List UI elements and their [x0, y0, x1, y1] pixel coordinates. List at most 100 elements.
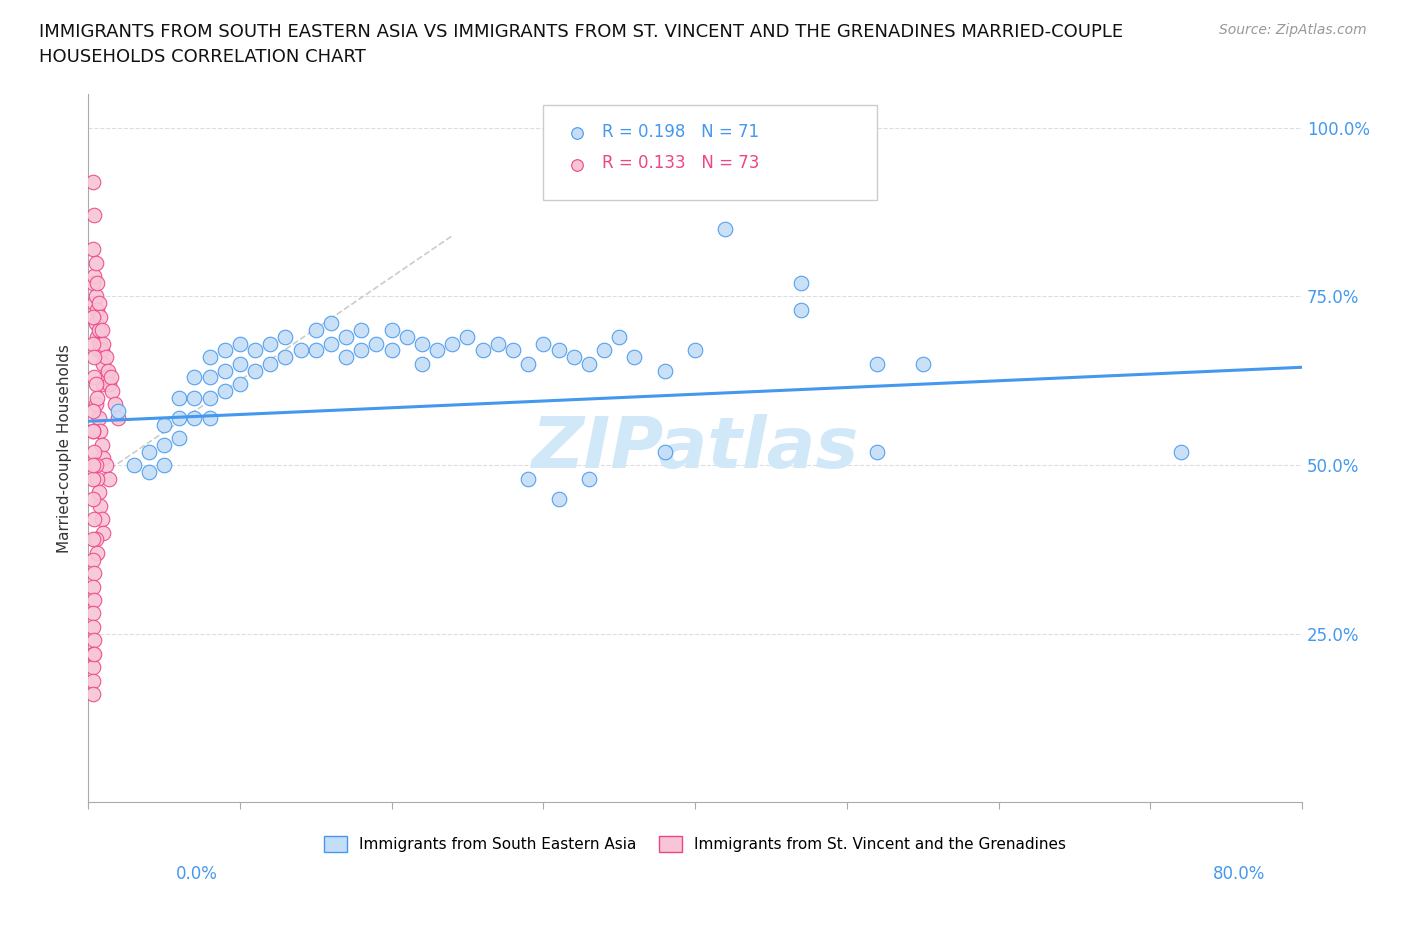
Point: [82, 606, 104, 621]
Point: [214, 383, 236, 398]
Point: [84, 458, 107, 472]
Point: [82, 174, 104, 189]
Point: [82, 532, 104, 547]
Point: [97, 364, 120, 379]
Point: [689, 157, 711, 172]
Point: [305, 343, 328, 358]
Point: [84, 289, 107, 304]
Point: [502, 343, 524, 358]
Point: [86, 545, 108, 560]
Point: [82, 687, 104, 702]
Point: [183, 410, 205, 425]
Text: R = 0.198   N = 71: R = 0.198 N = 71: [602, 123, 759, 140]
Point: [214, 343, 236, 358]
Point: [274, 329, 297, 344]
Point: [790, 302, 813, 317]
Point: [83, 592, 105, 607]
Point: [381, 343, 404, 358]
Legend: Immigrants from South Eastern Asia, Immigrants from St. Vincent and the Grenadin: Immigrants from South Eastern Asia, Immi…: [318, 830, 1073, 858]
Point: [82, 424, 104, 439]
Point: [395, 329, 418, 344]
Point: [426, 343, 449, 358]
Point: [82, 552, 104, 567]
Point: [198, 350, 221, 365]
Point: [471, 343, 494, 358]
Y-axis label: Married-couple Households: Married-couple Households: [58, 344, 72, 552]
Point: [654, 364, 676, 379]
Point: [82, 472, 104, 486]
Point: [578, 356, 600, 371]
Point: [82, 491, 104, 506]
Point: [381, 323, 404, 338]
Point: [153, 418, 176, 432]
Point: [198, 391, 221, 405]
Point: [82, 424, 104, 439]
Point: [82, 275, 104, 290]
Point: [790, 275, 813, 290]
Point: [91, 451, 114, 466]
Point: [1170, 445, 1192, 459]
Point: [90, 323, 112, 338]
Point: [107, 404, 129, 418]
Point: [83, 370, 105, 385]
Point: [87, 410, 110, 425]
Point: [607, 329, 630, 344]
Point: [82, 242, 104, 257]
Point: [259, 356, 281, 371]
Point: [866, 356, 889, 371]
Point: [911, 356, 934, 371]
Point: [153, 437, 176, 452]
Point: [198, 370, 221, 385]
Point: [441, 337, 464, 352]
Point: [411, 356, 433, 371]
Point: [89, 337, 111, 352]
Point: [138, 464, 160, 479]
Point: [83, 646, 105, 661]
Point: [531, 337, 554, 352]
Point: [243, 343, 266, 358]
Point: [83, 296, 105, 311]
Point: [714, 221, 737, 236]
Point: [243, 364, 266, 379]
Point: [654, 445, 676, 459]
Point: [153, 458, 176, 472]
Point: [84, 397, 107, 412]
Point: [578, 472, 600, 486]
Text: ZIPatlas: ZIPatlas: [531, 414, 859, 483]
Point: [87, 343, 110, 358]
Point: [96, 370, 118, 385]
Point: [87, 485, 110, 499]
Point: [167, 391, 190, 405]
Point: [83, 269, 105, 284]
Point: [290, 343, 312, 358]
Point: [86, 275, 108, 290]
Point: [83, 512, 105, 526]
Point: [84, 316, 107, 331]
Point: [229, 356, 252, 371]
Point: [96, 458, 118, 472]
Point: [82, 646, 104, 661]
Point: [82, 579, 104, 594]
Point: [91, 356, 114, 371]
Point: [122, 458, 145, 472]
Point: [83, 445, 105, 459]
Point: [866, 445, 889, 459]
Point: [84, 532, 107, 547]
Text: IMMIGRANTS FROM SOUTH EASTERN ASIA VS IMMIGRANTS FROM ST. VINCENT AND THE GRENAD: IMMIGRANTS FROM SOUTH EASTERN ASIA VS IM…: [39, 23, 1123, 66]
Text: Source: ZipAtlas.com: Source: ZipAtlas.com: [1219, 23, 1367, 37]
Point: [305, 323, 328, 338]
Point: [593, 343, 616, 358]
Point: [82, 673, 104, 688]
Point: [86, 329, 108, 344]
Point: [91, 337, 114, 352]
Text: 0.0%: 0.0%: [176, 865, 218, 883]
Point: [623, 350, 645, 365]
Point: [138, 445, 160, 459]
Point: [517, 472, 540, 486]
Point: [84, 255, 107, 270]
Point: [107, 410, 129, 425]
Point: [82, 404, 104, 418]
Point: [198, 410, 221, 425]
Point: [82, 458, 104, 472]
Point: [183, 391, 205, 405]
